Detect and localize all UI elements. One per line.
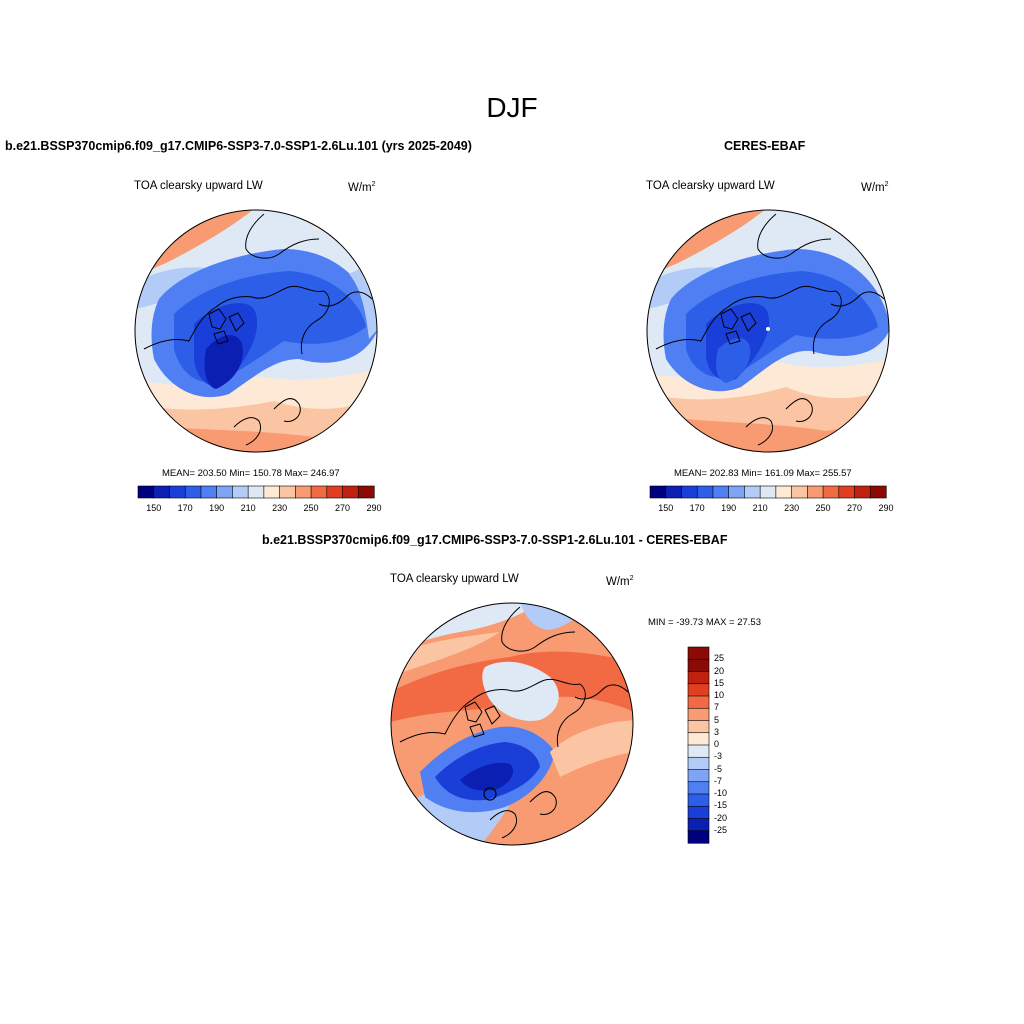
model-variable-label: TOA clearsky upward LW xyxy=(134,180,263,192)
colorbar-tick-label: -3 xyxy=(714,751,723,762)
model-colorbar xyxy=(137,485,375,499)
colorbar-swatch xyxy=(712,485,730,499)
colorbar-swatch xyxy=(279,485,296,499)
colorbar-swatch xyxy=(687,683,710,697)
colorbar-swatch xyxy=(728,485,745,499)
colorbar-tick-label: -5 xyxy=(714,763,723,774)
colorbar-swatch xyxy=(687,830,710,844)
colorbar-tick-label: 290 xyxy=(878,503,894,513)
colorbar-swatch xyxy=(687,769,710,783)
colorbar-swatch xyxy=(687,695,710,709)
colorbar-tick-label: 270 xyxy=(335,503,351,513)
colorbar-tick-label: -7 xyxy=(714,775,723,786)
colorbar-tick-label: 190 xyxy=(721,503,737,513)
diff-units-label: W/m2 xyxy=(606,575,634,588)
colorbar-tick-label: 15 xyxy=(714,677,725,688)
colorbar-swatch xyxy=(687,793,710,807)
model-units-label: W/m2 xyxy=(348,181,376,194)
colorbar-swatch xyxy=(807,485,824,499)
colorbar-tick-label: 210 xyxy=(752,503,768,513)
colorbar-tick-label: 230 xyxy=(272,503,288,513)
colorbar-tick-label: 250 xyxy=(303,503,319,513)
colorbar-tick-label: 10 xyxy=(714,690,725,700)
obs-polar-map xyxy=(646,209,890,453)
colorbar-swatch xyxy=(687,732,710,746)
diff-minmax: MIN = -39.73 MAX = 27.53 xyxy=(648,617,762,628)
colorbar-swatch xyxy=(759,485,777,499)
colorbar-swatch xyxy=(687,671,710,685)
colorbar-swatch xyxy=(869,485,887,499)
colorbar-swatch xyxy=(687,781,710,795)
colorbar-swatch xyxy=(838,485,856,499)
colorbar-swatch xyxy=(263,485,281,499)
obs-units-label: W/m2 xyxy=(861,181,889,194)
colorbar-tick-label: 190 xyxy=(209,503,225,513)
colorbar-swatch xyxy=(687,646,710,660)
colorbar-swatch xyxy=(854,485,871,499)
colorbar-tick-label: 0 xyxy=(714,739,720,749)
colorbar-swatch xyxy=(696,485,714,499)
diff-panel-title: b.e21.BSSP370cmip6.f09_g17.CMIP6-SSP3-7.… xyxy=(262,533,728,547)
obs-variable-label: TOA clearsky upward LW xyxy=(646,180,775,192)
diff-colorbar xyxy=(687,646,710,844)
colorbar-tick-label: 150 xyxy=(146,503,162,513)
colorbar-swatch xyxy=(822,485,840,499)
colorbar-swatch xyxy=(247,485,265,499)
obs-colorbar-ticks: 150 170 190 210 230 250 270 290 xyxy=(650,503,893,515)
colorbar-tick-label: 7 xyxy=(714,702,720,713)
colorbar-swatch xyxy=(687,805,710,820)
diff-polar-map xyxy=(390,602,634,846)
model-colorbar-ticks: 150 170 190 210 230 250 270 290 xyxy=(138,503,381,515)
obs-panel-title: CERES-EBAF xyxy=(724,139,806,153)
colorbar-tick-label: 210 xyxy=(240,503,256,513)
model-polar-map xyxy=(134,209,378,453)
colorbar-tick-label: 25 xyxy=(714,653,725,664)
colorbar-tick-label: -20 xyxy=(714,812,728,823)
colorbar-swatch xyxy=(775,485,793,499)
colorbar-swatch xyxy=(232,485,249,499)
colorbar-tick-label: 5 xyxy=(714,714,720,725)
model-panel-title: b.e21.BSSP370cmip6.f09_g17.CMIP6-SSP3-7.… xyxy=(5,139,472,153)
colorbar-swatch xyxy=(326,485,344,499)
colorbar-tick-label: 290 xyxy=(366,503,382,513)
colorbar-swatch xyxy=(687,707,710,722)
diff-variable-label: TOA clearsky upward LW xyxy=(390,573,519,585)
colorbar-swatch xyxy=(687,744,710,758)
colorbar-swatch xyxy=(153,485,171,499)
colorbar-tick-label: -25 xyxy=(714,824,728,835)
colorbar-tick-label: 230 xyxy=(784,503,800,513)
colorbar-tick-label: 150 xyxy=(658,503,674,513)
colorbar-swatch xyxy=(310,485,328,499)
diff-colorbar-ticks: 25 20 15 10 7 5 3 0 -3 -5 -7 -10 -15 -20 -25 xyxy=(714,647,754,843)
colorbar-swatch xyxy=(342,485,359,499)
colorbar-tick-label: 250 xyxy=(815,503,831,513)
colorbar-swatch xyxy=(357,485,375,499)
colorbar-swatch xyxy=(687,720,710,734)
colorbar-swatch xyxy=(649,485,667,499)
colorbar-swatch xyxy=(184,485,202,499)
model-stats: MEAN= 203.50 Min= 150.78 Max= 246.97 xyxy=(162,468,340,479)
colorbar-swatch xyxy=(665,485,683,499)
colorbar-tick-label: 170 xyxy=(689,503,705,513)
colorbar-tick-label: 170 xyxy=(177,503,193,513)
colorbar-swatch xyxy=(744,485,761,499)
obs-stats: MEAN= 202.83 Min= 161.09 Max= 255.57 xyxy=(674,468,852,479)
colorbar-swatch xyxy=(295,485,312,499)
colorbar-swatch xyxy=(687,658,710,673)
colorbar-swatch xyxy=(791,485,808,499)
colorbar-swatch xyxy=(687,818,710,832)
obs-colorbar xyxy=(649,485,887,499)
colorbar-swatch xyxy=(200,485,218,499)
colorbar-swatch xyxy=(169,485,186,499)
colorbar-swatch xyxy=(681,485,698,499)
figure-title: DJF xyxy=(486,92,538,123)
colorbar-tick-label: -10 xyxy=(714,788,728,798)
colorbar-tick-label: 270 xyxy=(847,503,863,513)
colorbar-swatch xyxy=(216,485,233,499)
colorbar-tick-label: 20 xyxy=(714,665,725,676)
colorbar-swatch xyxy=(687,756,710,771)
colorbar-tick-label: -15 xyxy=(714,800,728,811)
colorbar-swatch xyxy=(137,485,155,499)
colorbar-tick-label: 3 xyxy=(714,726,720,737)
